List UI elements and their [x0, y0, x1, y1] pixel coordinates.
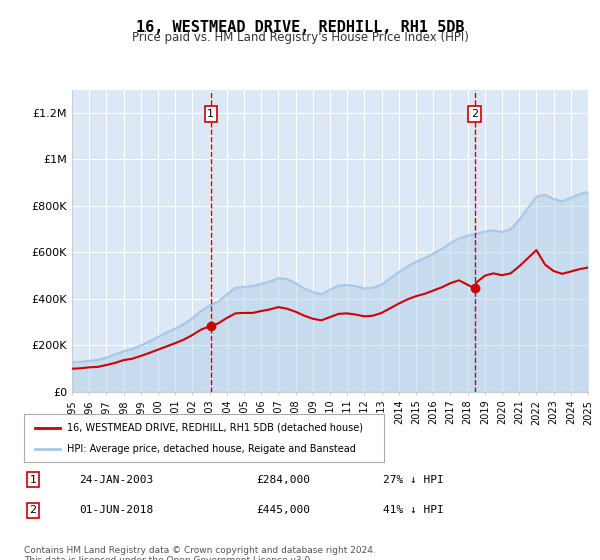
- Text: 24-JAN-2003: 24-JAN-2003: [79, 474, 154, 484]
- Text: 16, WESTMEAD DRIVE, REDHILL, RH1 5DB: 16, WESTMEAD DRIVE, REDHILL, RH1 5DB: [136, 20, 464, 35]
- Text: Contains HM Land Registry data © Crown copyright and database right 2024.
This d: Contains HM Land Registry data © Crown c…: [24, 546, 376, 560]
- Text: 01-JUN-2018: 01-JUN-2018: [79, 506, 154, 516]
- Text: £445,000: £445,000: [256, 506, 310, 516]
- Text: 2: 2: [29, 506, 37, 516]
- Text: 1: 1: [208, 109, 214, 119]
- Text: 2: 2: [471, 109, 478, 119]
- Text: 27% ↓ HPI: 27% ↓ HPI: [383, 474, 443, 484]
- Text: HPI: Average price, detached house, Reigate and Banstead: HPI: Average price, detached house, Reig…: [67, 444, 356, 454]
- Text: 41% ↓ HPI: 41% ↓ HPI: [383, 506, 443, 516]
- Text: £284,000: £284,000: [256, 474, 310, 484]
- Text: Price paid vs. HM Land Registry's House Price Index (HPI): Price paid vs. HM Land Registry's House …: [131, 31, 469, 44]
- Text: 1: 1: [29, 474, 37, 484]
- Text: 16, WESTMEAD DRIVE, REDHILL, RH1 5DB (detached house): 16, WESTMEAD DRIVE, REDHILL, RH1 5DB (de…: [67, 423, 363, 433]
